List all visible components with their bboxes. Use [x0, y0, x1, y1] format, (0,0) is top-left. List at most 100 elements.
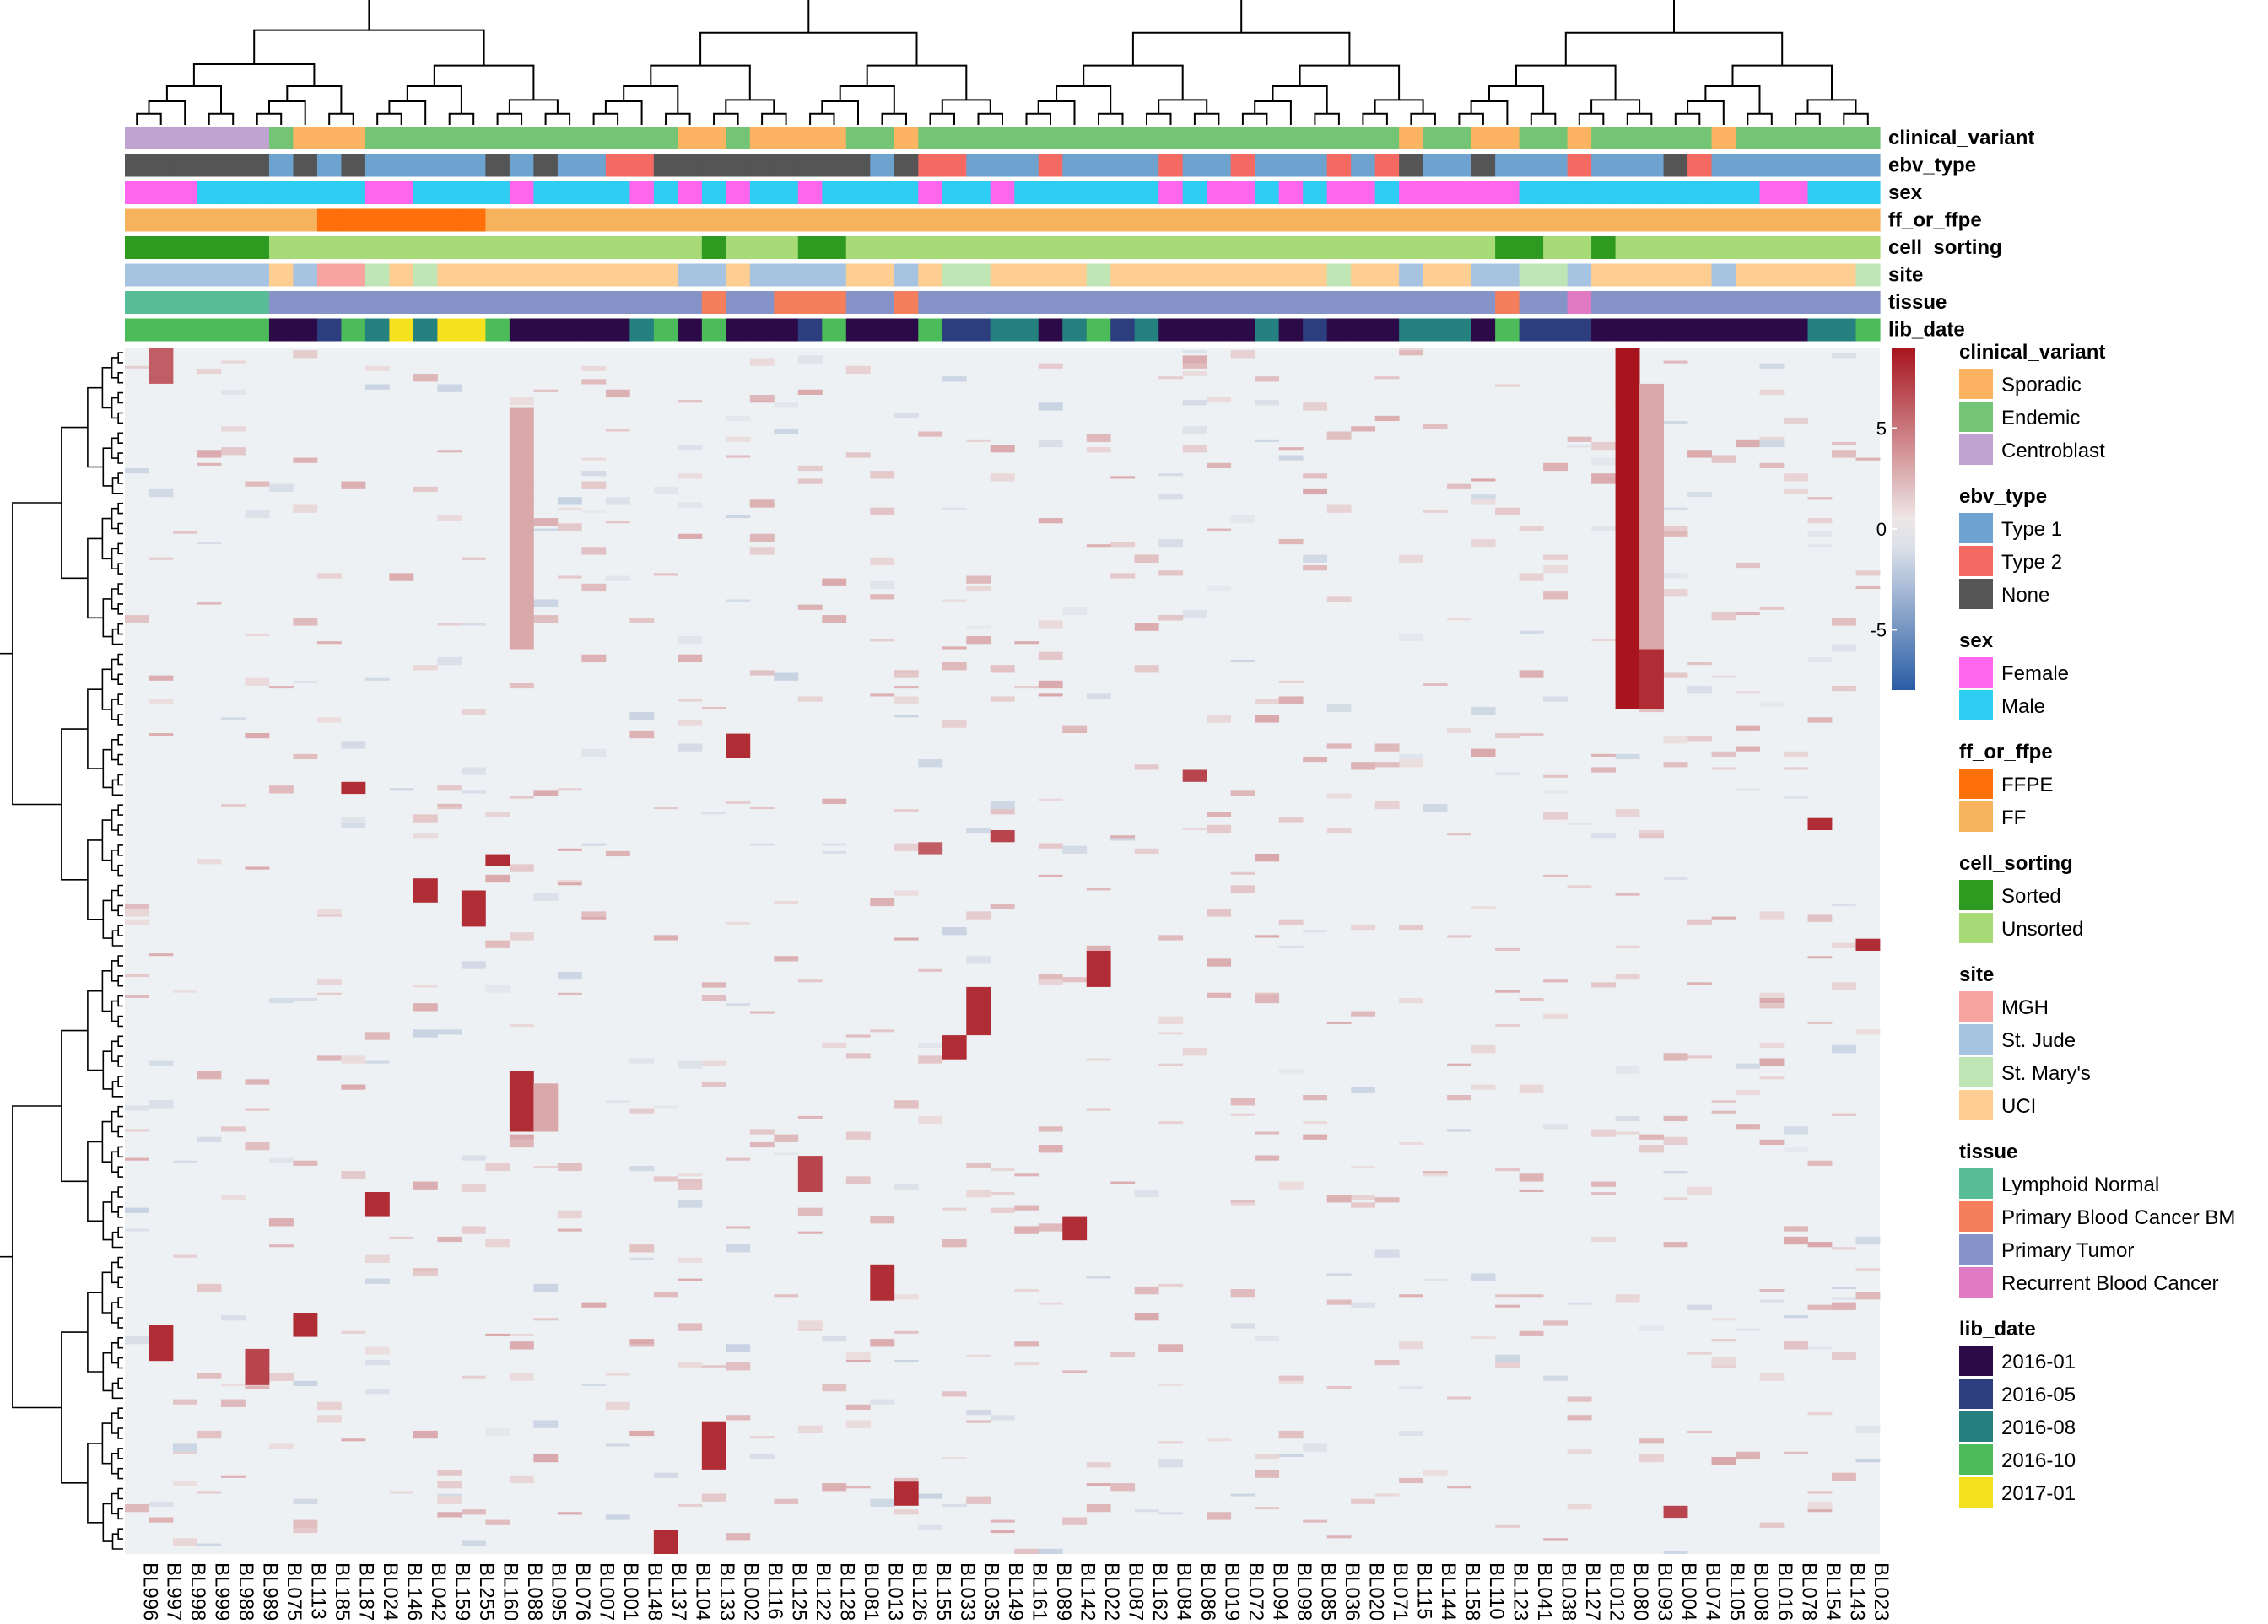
track-cell-sex-BL116: [749, 181, 775, 204]
heatmap-cell: [557, 497, 582, 505]
heatmap-cell: [726, 1157, 751, 1161]
heatmap-cell: [148, 488, 174, 498]
dendrogram-branch: [117, 1377, 123, 1389]
dendrogram-branch: [1458, 112, 1484, 125]
column-label-BL143: BL143: [1845, 1562, 1868, 1620]
column-label-BL105: BL105: [1725, 1562, 1748, 1620]
heatmap-cell: [990, 1168, 1015, 1172]
track-cell-tissue-BL071: [1374, 291, 1400, 314]
heatmap-cell: [774, 1152, 799, 1156]
heatmap-cell: [1759, 1289, 1785, 1292]
track-cell-cell_sorting-BL016: [1759, 236, 1785, 259]
heatmap-cell: [1615, 753, 1640, 760]
heatmap-cell: [1784, 1451, 1808, 1454]
heatmap-cell: [268, 997, 294, 1004]
track-cell-ff_or_ffpe-BL007: [581, 208, 607, 232]
heatmap-cell: [1110, 1181, 1136, 1184]
dendrogram-branch: [87, 990, 104, 1071]
heatmap-hotspot-BL989: [245, 1348, 270, 1385]
heatmap-cell: [990, 904, 1015, 909]
heatmap-cell: [629, 730, 655, 739]
heatmap-cell: [1471, 748, 1496, 757]
heatmap-cell: [1663, 762, 1688, 768]
column-label-BL004: BL004: [1677, 1562, 1700, 1620]
track-cell-ebv_type-BL105: [1711, 154, 1736, 177]
heatmap-cell: [1158, 1283, 1184, 1287]
track-cell-lib_date-BL127: [1567, 318, 1592, 342]
track-cell-clinical_variant-BL137: [653, 127, 678, 149]
track-cell-ebv_type-BL116: [749, 154, 775, 177]
heatmap-cell: [1134, 623, 1159, 631]
heatmap-hotspot-BL142: [1062, 1216, 1088, 1241]
track-cell-ebv_type-BL071: [1374, 154, 1400, 177]
track-cell-clinical_variant-BL078: [1784, 127, 1809, 149]
track-cell-sex-BL988: [220, 181, 246, 204]
heatmap-cell: [1615, 1115, 1640, 1122]
track-cell-sex-BL023: [1855, 181, 1881, 204]
legend-label-lib_date: 2016-01: [2001, 1351, 2076, 1373]
dendrogram-branch: [111, 1302, 119, 1324]
track-cell-ebv_type-BL004: [1663, 154, 1688, 177]
heatmap-cell: [1182, 445, 1207, 453]
heatmap-cell: [1688, 1352, 1712, 1355]
track-cell-site-BL996: [125, 263, 150, 287]
track-cell-tissue-BL144: [1423, 291, 1448, 314]
heatmap-cell: [461, 1184, 486, 1192]
track-cell-cell_sorting-BL035: [966, 236, 991, 259]
heatmap-cell: [125, 974, 149, 978]
heatmap-cell: [1255, 1454, 1280, 1460]
track-cell-ff_or_ffpe-BL094: [1255, 208, 1280, 232]
heatmap-cell: [1663, 672, 1688, 678]
heatmap-cell: [1639, 1438, 1664, 1444]
column-label-BL187: BL187: [355, 1562, 378, 1620]
heatmap-cell: [1807, 1501, 1833, 1510]
track-cell-clinical_variant-BL104: [678, 127, 703, 149]
column-label-BL019: BL019: [1220, 1562, 1243, 1620]
track-cell-tissue-BL086: [1182, 291, 1207, 314]
dendrogram-branch: [1158, 99, 1208, 114]
heatmap-cell: [437, 1236, 462, 1243]
heatmap-cell: [1543, 790, 1568, 794]
heatmap-cell: [894, 670, 919, 678]
heatmap-cell: [1855, 1292, 1881, 1300]
heatmap-cell: [1663, 1053, 1688, 1061]
heatmap-cell: [125, 468, 149, 474]
heatmap-cell: [125, 1207, 149, 1213]
column-label-BL122: BL122: [812, 1562, 834, 1620]
dendrogram-branch: [650, 64, 751, 100]
track-cell-clinical_variant-BL002: [726, 127, 751, 149]
track-cell-clinical_variant-BL142: [1062, 127, 1088, 149]
legend-swatch-clinical_variant: [1959, 402, 1993, 432]
legend-swatch-ff_or_ffpe: [1959, 769, 1993, 799]
legend-label-site: UCI: [2001, 1095, 2036, 1118]
track-cell-ff_or_ffpe-BL144: [1423, 208, 1448, 232]
heatmap-cell: [1351, 762, 1376, 770]
track-cell-lib_date-BL160: [485, 318, 510, 342]
heatmap-cell: [1663, 1171, 1688, 1174]
heatmap-cell: [557, 575, 582, 579]
heatmap-cell: [148, 675, 174, 681]
heatmap-cell: [341, 822, 366, 828]
dendrogram-branch: [111, 1191, 119, 1213]
column-label-BL996: BL996: [138, 1562, 161, 1620]
heatmap-cell: [942, 599, 967, 602]
dendrogram-branch: [111, 960, 119, 982]
heatmap-cell: [1832, 1297, 1856, 1300]
track-cell-ebv_type-BL255: [461, 154, 486, 177]
heatmap-cell: [364, 384, 390, 390]
dendrogram-branch: [117, 542, 123, 555]
track-cell-sex-BL088: [509, 181, 534, 204]
row-dendrogram: [0, 352, 123, 1550]
column-labels: BL996 BL997 BL998 BL999 BL988 BL989 BL075 BL113…: [138, 1562, 1893, 1621]
heatmap-cell: [1110, 573, 1136, 579]
heatmap-cell: [726, 599, 751, 602]
heatmap-cell: [461, 557, 486, 560]
heatmap-cell: [942, 376, 967, 382]
heatmap-cell: [1423, 803, 1448, 812]
heatmap-cell: [678, 400, 703, 403]
track-cell-site-BL999: [197, 263, 222, 287]
heatmap-cell: [1062, 845, 1088, 854]
heatmap-cell: [364, 1389, 390, 1395]
heatmap-cell: [1158, 1512, 1184, 1515]
heatmap-cell: [1736, 788, 1760, 791]
